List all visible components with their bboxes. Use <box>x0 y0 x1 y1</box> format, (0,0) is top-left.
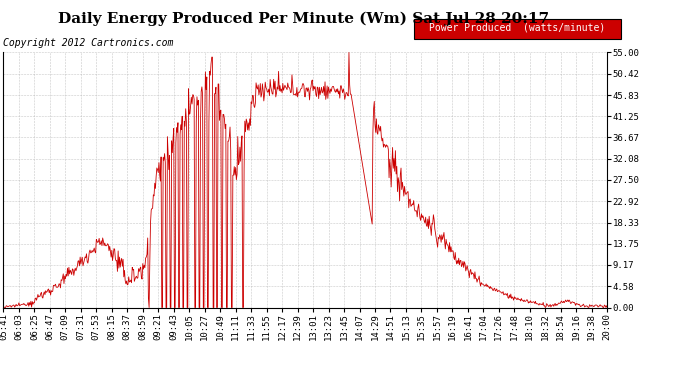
Text: Daily Energy Produced Per Minute (Wm) Sat Jul 28 20:17: Daily Energy Produced Per Minute (Wm) Sa… <box>58 11 549 26</box>
Text: Power Produced  (watts/minute): Power Produced (watts/minute) <box>429 22 606 32</box>
Text: Copyright 2012 Cartronics.com: Copyright 2012 Cartronics.com <box>3 38 174 48</box>
